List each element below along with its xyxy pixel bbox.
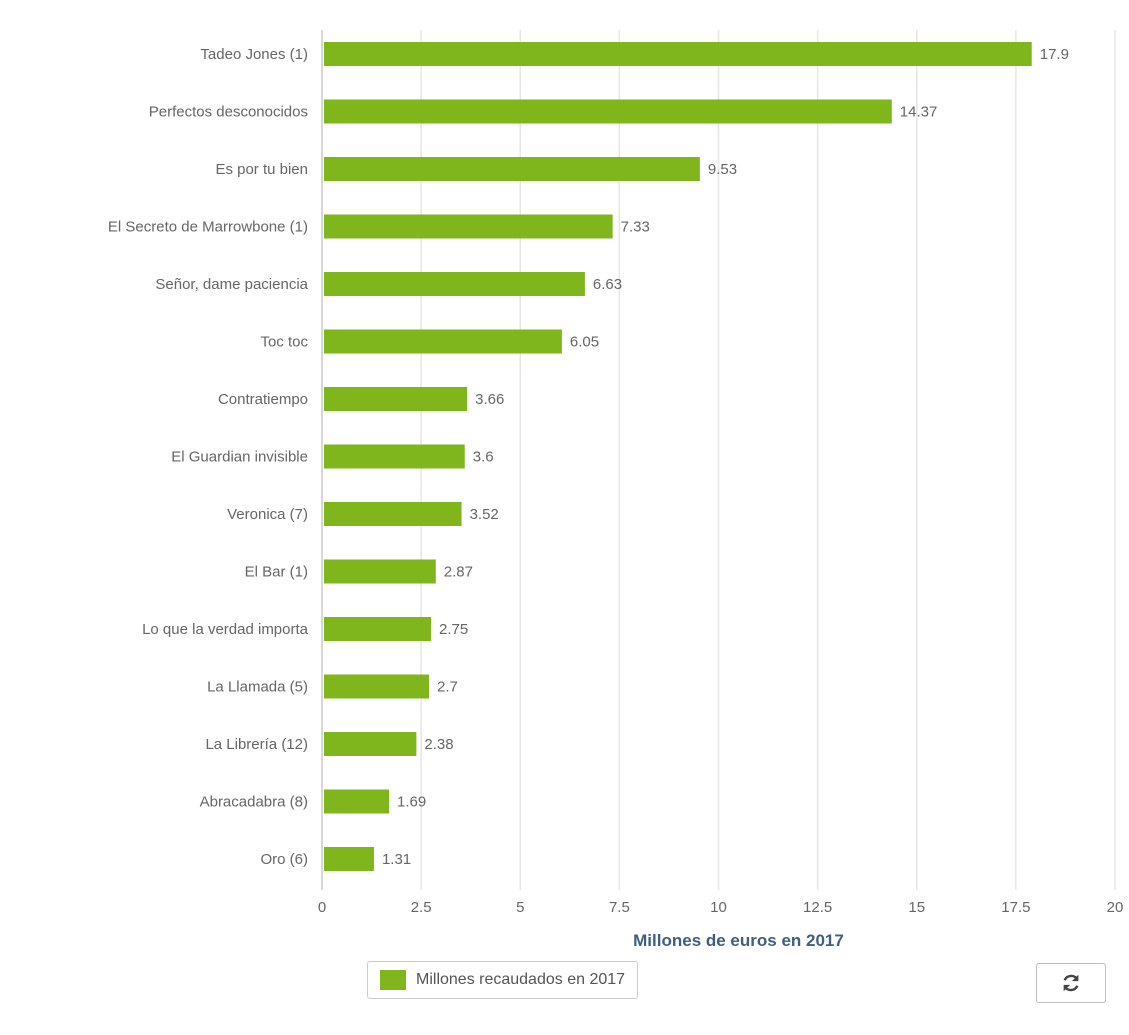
category-label: La Librería (12) — [205, 736, 308, 753]
bar[interactable] — [324, 214, 613, 239]
category-label: Lo que la verdad importa — [142, 621, 309, 638]
category-label: Es por tu bien — [215, 161, 308, 178]
category-label: Toc toc — [260, 334, 308, 351]
category-label: Tadeo Jones (1) — [200, 46, 308, 63]
value-label: 2.7 — [437, 679, 458, 696]
refresh-icon — [1063, 974, 1079, 992]
legend[interactable]: Millones recaudados en 2017 — [367, 961, 639, 999]
bar[interactable] — [324, 847, 374, 871]
value-label: 6.05 — [570, 334, 599, 351]
x-tick-label: 20 — [1107, 899, 1124, 916]
x-axis-title: Millones de euros en 2017 — [633, 931, 844, 950]
x-tick-label: 17.5 — [1001, 899, 1030, 916]
value-label: 2.75 — [439, 621, 468, 638]
value-label: 1.31 — [382, 851, 411, 868]
bar[interactable] — [324, 789, 390, 814]
x-tick-label: 7.5 — [609, 899, 630, 916]
bar[interactable] — [324, 674, 430, 699]
bar[interactable] — [324, 502, 462, 526]
category-label: Abracadabra (8) — [200, 794, 308, 811]
bar[interactable] — [324, 444, 465, 469]
legend-swatch — [380, 970, 406, 990]
x-tick-label: 2.5 — [411, 899, 432, 916]
value-label: 3.52 — [470, 506, 499, 523]
bar[interactable] — [324, 617, 432, 641]
value-label: 9.53 — [708, 161, 737, 178]
x-tick-label: 0 — [318, 899, 326, 916]
bar[interactable] — [324, 329, 562, 354]
bars — [324, 42, 1032, 871]
category-label: El Guardian invisible — [171, 449, 308, 466]
bar[interactable] — [324, 387, 468, 411]
value-label: 17.9 — [1040, 46, 1069, 63]
category-label: La Llamada (5) — [207, 679, 308, 696]
bar[interactable] — [324, 42, 1032, 66]
category-label: El Bar (1) — [245, 564, 308, 581]
bar[interactable] — [324, 732, 417, 756]
value-label: 2.38 — [424, 736, 453, 753]
x-tick-label: 15 — [908, 899, 925, 916]
labels: 0 2.5 5 7.5 10 12.5 15 17.5 20 Tadeo Jones (1) 17.… — [108, 46, 1123, 916]
value-label: 3.66 — [475, 391, 504, 408]
value-label: 3.6 — [473, 449, 494, 466]
legend-label: Millones recaudados en 2017 — [416, 971, 626, 988]
value-label: 2.87 — [444, 564, 473, 581]
bar[interactable] — [324, 559, 436, 584]
bar[interactable] — [324, 99, 892, 124]
category-label: El Secreto de Marrowbone (1) — [108, 219, 308, 236]
value-label: 6.63 — [593, 276, 622, 293]
value-label: 14.37 — [900, 104, 938, 121]
x-tick-label: 5 — [516, 899, 524, 916]
category-label: Contratiempo — [218, 391, 308, 408]
value-label: 1.69 — [397, 794, 426, 811]
category-label: Oro (6) — [260, 851, 308, 868]
x-tick-label: 10 — [710, 899, 727, 916]
bar[interactable] — [324, 157, 700, 181]
bar[interactable] — [324, 272, 585, 296]
value-label: 7.33 — [621, 219, 650, 236]
refresh-button[interactable] — [1036, 963, 1106, 1003]
x-tick-label: 12.5 — [803, 899, 832, 916]
category-label: Perfectos desconocidos — [149, 104, 308, 121]
category-label: Veronica (7) — [227, 506, 308, 523]
category-label: Señor, dame paciencia — [155, 276, 308, 293]
